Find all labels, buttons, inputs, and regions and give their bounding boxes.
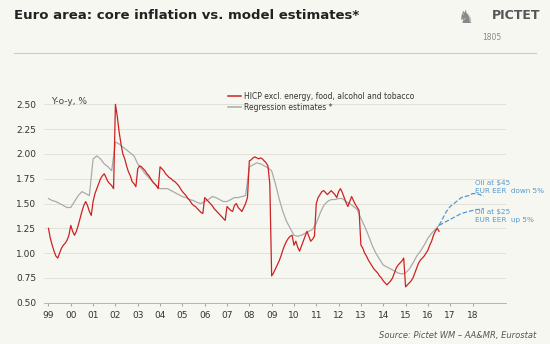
Text: Euro area: core inflation vs. model estimates*: Euro area: core inflation vs. model esti… <box>14 9 359 22</box>
Text: PICTET: PICTET <box>492 9 541 22</box>
Text: Source: Pictet WM – AA&MR, Eurostat: Source: Pictet WM – AA&MR, Eurostat <box>379 331 536 340</box>
Text: Oil at $45
EUR EER  down 5%: Oil at $45 EUR EER down 5% <box>475 180 544 194</box>
Text: 1805: 1805 <box>483 33 502 42</box>
Text: Y-o-y, %: Y-o-y, % <box>51 97 87 106</box>
Legend: HICP excl. energy, food, alcohol and tobacco, Regression estimates *: HICP excl. energy, food, alcohol and tob… <box>224 89 418 115</box>
Text: ♞: ♞ <box>456 9 473 26</box>
Text: Oil at $25
EUR EER  up 5%: Oil at $25 EUR EER up 5% <box>475 209 534 223</box>
